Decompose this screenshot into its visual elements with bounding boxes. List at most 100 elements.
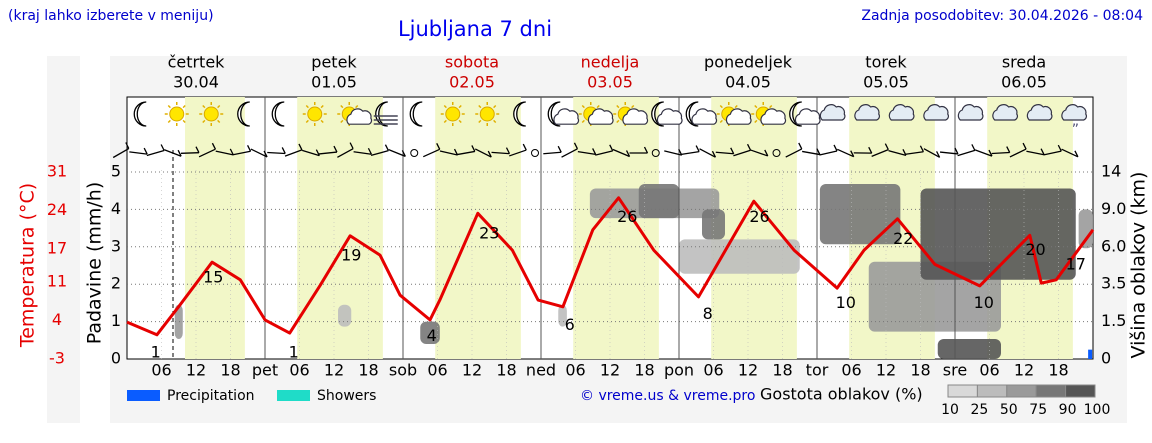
wind-barb [198, 148, 216, 158]
cloud-area [338, 304, 352, 327]
sun-ray [202, 119, 206, 124]
wind-flag [711, 150, 717, 158]
wind-flag [988, 149, 993, 157]
sun-ray [734, 104, 738, 109]
temp-tick-label: 4 [52, 310, 62, 329]
wind-barb [267, 151, 286, 155]
daylight-band [185, 97, 245, 359]
sun-icon [479, 106, 495, 122]
wind-barb [112, 147, 130, 159]
x-tick-label: 12 [600, 361, 620, 380]
temp-label: 1 [289, 343, 299, 362]
day-name: nedelja [581, 53, 640, 72]
wind-barb [871, 149, 889, 157]
x-tick-label: 18 [634, 361, 654, 380]
cloud-scale-swatch [947, 384, 978, 398]
x-tick-label: 18 [772, 361, 792, 380]
cloud-area [638, 183, 679, 219]
wind-flag [678, 148, 683, 156]
wind-barb [750, 149, 768, 157]
moon-icon [651, 101, 664, 127]
wind-barb [164, 149, 182, 157]
title: Ljubljana 7 dni [398, 17, 552, 41]
left-strip [47, 56, 80, 423]
wind-flag [453, 148, 459, 156]
wind-barb [837, 148, 854, 158]
y2-tick-label: 1.5 [1101, 311, 1126, 330]
wind-flag [333, 145, 338, 153]
note: (kraj lahko izberete v meniju) [8, 8, 214, 24]
y-tick-label: 1 [111, 311, 121, 330]
day-name: sobota [445, 53, 499, 72]
wind-flag [211, 142, 216, 150]
y2-tick-label: 6.0 [1101, 236, 1126, 255]
cloud-area [819, 183, 901, 245]
wind-barb [802, 150, 820, 156]
sun-ray [458, 104, 462, 109]
wind-barb [129, 151, 148, 155]
wind-barb [215, 150, 234, 156]
wind-barb [715, 151, 734, 155]
wind-flag [177, 149, 182, 157]
temp-label: 8 [703, 304, 713, 323]
wind-flag [730, 147, 735, 155]
x-tick-label: 12 [186, 361, 206, 380]
y2-tick-label: 14 [1101, 162, 1121, 181]
credit: © vreme.us & vreme.pro [580, 388, 755, 404]
legend-swatch [277, 390, 310, 401]
temp-label: 10 [974, 293, 994, 312]
wind-barb [733, 149, 751, 157]
temp-label: 1 [151, 343, 161, 362]
sun-ray [340, 104, 344, 109]
cloud-icon [725, 108, 752, 125]
sun-ray [458, 119, 462, 124]
cloud-area [920, 188, 1076, 280]
wind-barb [991, 151, 1010, 155]
day-name: ponedeljek [704, 53, 793, 72]
cloud-scale-tick: 90 [1059, 402, 1077, 418]
y2-tick-label: 0 [1101, 349, 1111, 368]
wind-calm [651, 149, 660, 157]
day-name: četrtek [168, 53, 226, 72]
x-tick-label: 06 [427, 361, 447, 380]
legend-swatch [127, 390, 160, 401]
cloud-area [174, 304, 183, 340]
day-date: 03.05 [587, 73, 633, 92]
wind-barb [1009, 148, 1027, 158]
sun-ray [631, 104, 635, 109]
cloud-icon [622, 108, 649, 125]
sun-ray [581, 104, 585, 109]
temp-tick-label: 11 [47, 272, 67, 291]
temp-label: 17 [1066, 255, 1086, 274]
y2-tick-label: 9.0 [1101, 199, 1126, 218]
wind-barb [699, 148, 716, 158]
y-tick-label: 4 [111, 199, 121, 218]
wind-flag [902, 149, 907, 156]
x-tick-label: pet [252, 361, 278, 380]
cloud-area [937, 339, 1001, 359]
wind-flag [1057, 144, 1062, 152]
temperature-line [126, 196, 1095, 337]
sun-ray [581, 119, 585, 124]
moon-icon [409, 101, 423, 127]
wind-barb [819, 150, 838, 156]
wind-flag [798, 142, 803, 150]
updated: Zadnja posodobitev: 30.04.2026 - 08:04 [861, 8, 1143, 24]
sun-icon [307, 106, 323, 122]
sun-ray [478, 119, 482, 124]
sun-ray [217, 119, 221, 124]
cloud-scale-swatch [1065, 384, 1096, 398]
wind-row [112, 142, 1079, 159]
sun-ray [493, 104, 497, 109]
cloud-scale-tick: 75 [1029, 402, 1047, 418]
x-tick-label: 06 [703, 361, 723, 380]
cloud-icon [957, 104, 984, 121]
temp-tick-label: -3 [49, 349, 65, 368]
x-tick-label: 12 [738, 361, 758, 380]
x-tick-label: tor [806, 361, 829, 380]
legend-label: Showers [317, 388, 376, 404]
wind-barb [888, 150, 907, 156]
wind-barb [974, 149, 993, 157]
temp-tick-label: 17 [47, 239, 67, 258]
